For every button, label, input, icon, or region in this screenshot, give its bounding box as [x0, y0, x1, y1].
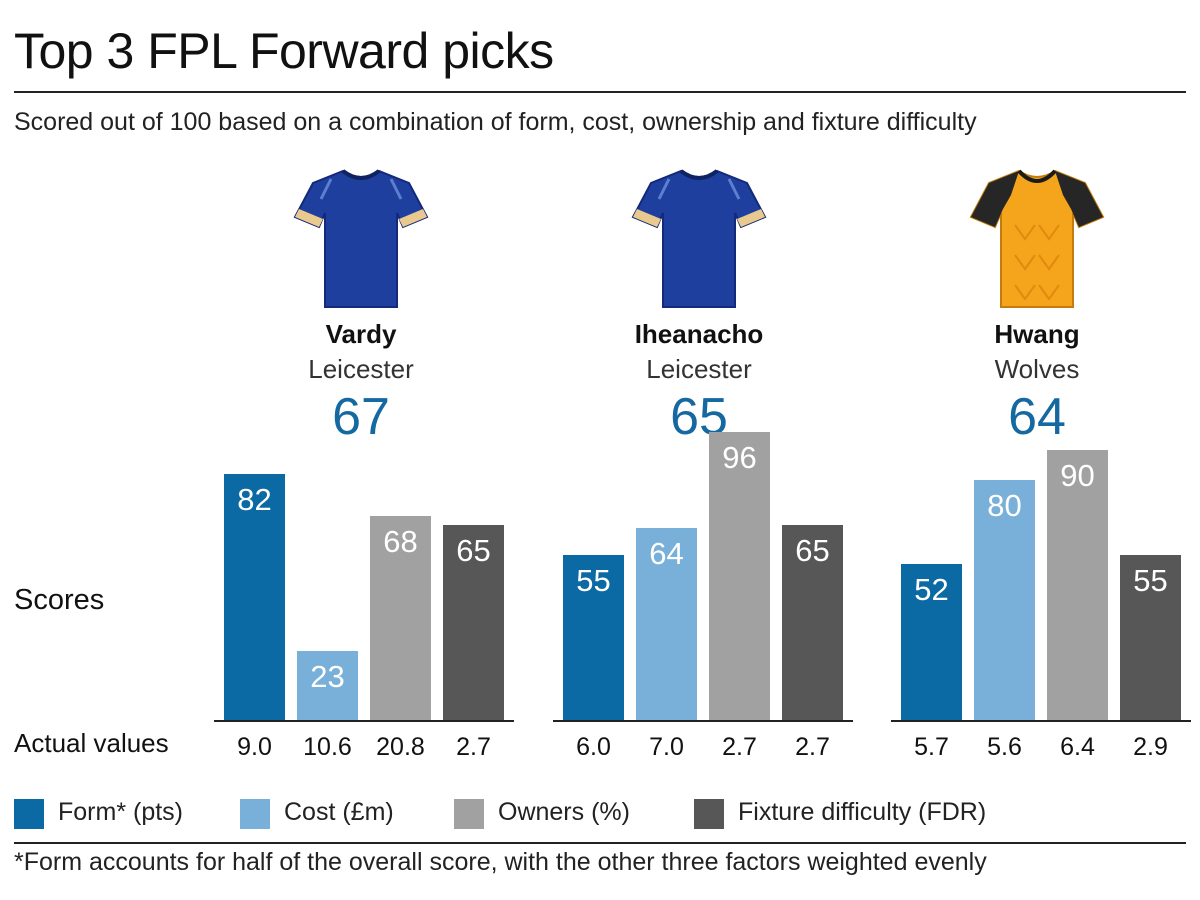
- actual-value-label: 10.6: [303, 733, 352, 761]
- bar-value-label: 55: [1133, 563, 1167, 598]
- bar-iheanacho-1: [636, 528, 697, 720]
- player-card-hwang: Hwang Wolves 64: [907, 165, 1167, 447]
- player-score: 64: [1008, 388, 1066, 446]
- actual-value-label: 2.7: [456, 733, 491, 761]
- bar-value-label: 80: [987, 488, 1021, 523]
- bar-vardy-1: [297, 651, 358, 720]
- player-score: 67: [332, 388, 390, 446]
- actual-value-label: 5.6: [987, 733, 1022, 761]
- leicester-shirt-icon: [293, 169, 429, 308]
- actual-value-label: 6.4: [1060, 733, 1095, 761]
- legend-swatch: [454, 799, 484, 829]
- bar-value-label: 65: [456, 533, 490, 568]
- actual-value-label: 20.8: [376, 733, 425, 761]
- bar-value-label: 90: [1060, 458, 1094, 493]
- actual-value-label: 5.7: [914, 733, 949, 761]
- bar-value-label: 68: [383, 524, 417, 559]
- bar-value-label: 55: [576, 563, 610, 598]
- bar-hwang-2: [1047, 450, 1108, 720]
- legend-swatch: [694, 799, 724, 829]
- actual-value-label: 6.0: [576, 733, 611, 761]
- legend-swatch: [240, 799, 270, 829]
- footnote: *Form accounts for half of the overall s…: [14, 848, 987, 876]
- bar-hwang-3: [1120, 555, 1181, 720]
- bar-vardy-2: [370, 516, 431, 720]
- legend-label: Fixture difficulty (FDR): [738, 798, 987, 826]
- scores-row-label: Scores: [14, 584, 105, 616]
- wolves-shirt-icon: [969, 169, 1105, 308]
- bar-vardy-3: [443, 525, 504, 720]
- actual-value-label: 7.0: [649, 733, 684, 761]
- player-club: Wolves: [994, 354, 1080, 384]
- actual-value-label: 2.7: [722, 733, 757, 761]
- actual-value-label: 9.0: [237, 733, 272, 761]
- bar-value-label: 96: [722, 440, 756, 475]
- actual-value-label: 2.7: [795, 733, 830, 761]
- footnote-divider: [14, 842, 1186, 844]
- legend-label: Form* (pts): [58, 798, 183, 826]
- chart-subtitle: Scored out of 100 based on a combination…: [14, 108, 977, 136]
- title-divider: [14, 91, 1186, 93]
- player-name: Iheanacho: [634, 319, 764, 349]
- player-card-vardy: Vardy Leicester 67: [231, 165, 491, 447]
- bar-hwang-1: [974, 480, 1035, 720]
- player-card-iheanacho: Iheanacho Leicester 65: [569, 165, 829, 447]
- player-club: Leicester: [646, 354, 752, 384]
- legend-label: Owners (%): [498, 798, 630, 826]
- legend-label: Cost (£m): [284, 798, 394, 826]
- bar-value-label: 82: [237, 482, 271, 517]
- bar-hwang-0: [901, 564, 962, 720]
- chart-title: Top 3 FPL Forward picks: [14, 23, 554, 79]
- player-club: Leicester: [308, 354, 414, 384]
- legend-swatch: [14, 799, 44, 829]
- actual-values-row-label: Actual values: [14, 728, 169, 758]
- leicester-shirt-icon: [631, 169, 767, 308]
- bar-value-label: 65: [795, 533, 829, 568]
- player-name: Vardy: [325, 319, 397, 349]
- bar-iheanacho-3: [782, 525, 843, 720]
- bar-iheanacho-0: [563, 555, 624, 720]
- actual-value-label: 2.9: [1133, 733, 1168, 761]
- player-name: Hwang: [994, 319, 1080, 349]
- bar-iheanacho-2: [709, 432, 770, 720]
- bar-vardy-0: [224, 474, 285, 720]
- bar-value-label: 52: [914, 572, 948, 607]
- bar-value-label: 23: [310, 659, 344, 694]
- bar-value-label: 64: [649, 536, 683, 571]
